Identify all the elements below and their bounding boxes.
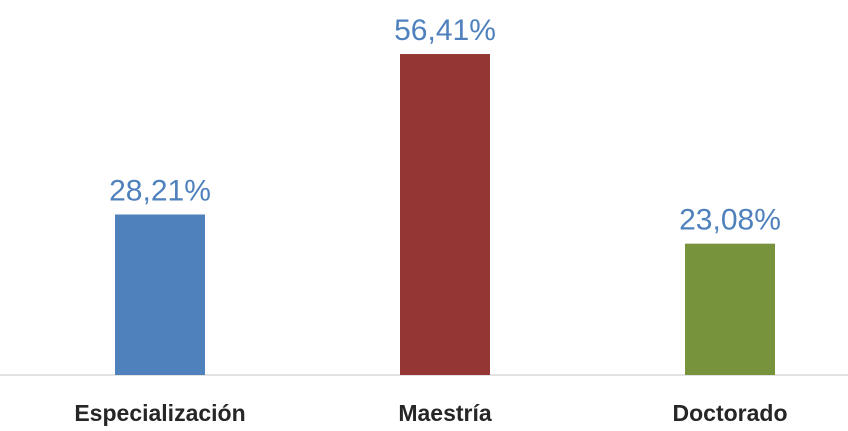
data-label-3: 23,08% <box>679 204 781 237</box>
data-label-1: 28,21% <box>109 174 211 207</box>
category-label-1: Especialización <box>74 400 245 426</box>
bar-3 <box>685 243 775 375</box>
category-label-3: Doctorado <box>673 400 788 426</box>
bar-2 <box>400 54 490 375</box>
category-label-2: Maestría <box>398 400 492 426</box>
bar-1 <box>115 214 205 375</box>
data-label-2: 56,41% <box>394 14 496 47</box>
